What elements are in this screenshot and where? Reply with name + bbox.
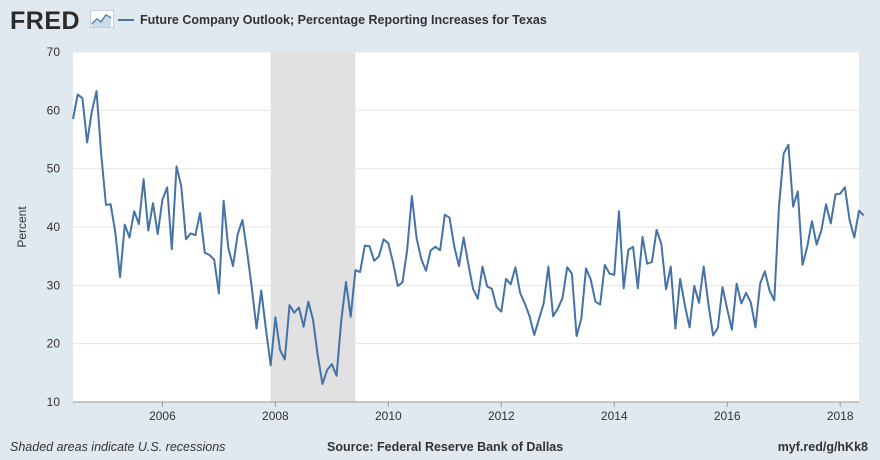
- x-tick-label: 2006: [149, 409, 176, 423]
- short-url-link[interactable]: myf.red/g/hKk8: [777, 440, 868, 454]
- recession-note: Shaded areas indicate U.S. recessions: [10, 440, 226, 454]
- y-tick-label: 70: [47, 45, 61, 59]
- x-tick-label: 2008: [262, 409, 289, 423]
- y-tick-label: 50: [47, 162, 61, 176]
- x-tick-label: 2012: [488, 409, 515, 423]
- y-tick-label: 20: [47, 337, 61, 351]
- y-axis-label: Percent: [15, 206, 29, 248]
- y-tick-label: 60: [47, 103, 61, 117]
- fred-logo[interactable]: FRED: [10, 7, 81, 35]
- legend-swatch: [118, 19, 134, 21]
- y-tick-label: 10: [47, 395, 61, 409]
- legend-label: Future Company Outlook; Percentage Repor…: [140, 13, 547, 27]
- line-chart-icon: [90, 10, 114, 28]
- x-tick-label: 2014: [601, 409, 628, 423]
- x-tick-label: 2016: [714, 409, 741, 423]
- series-line: [72, 90, 865, 385]
- source-note: Source: Federal Reserve Bank of Dallas: [327, 440, 564, 454]
- y-tick-label: 30: [47, 278, 61, 292]
- y-tick-label: 40: [47, 220, 61, 234]
- chart-legend: Future Company Outlook; Percentage Repor…: [118, 11, 547, 29]
- x-tick-label: 2010: [375, 409, 402, 423]
- x-tick-label: 2018: [827, 409, 854, 423]
